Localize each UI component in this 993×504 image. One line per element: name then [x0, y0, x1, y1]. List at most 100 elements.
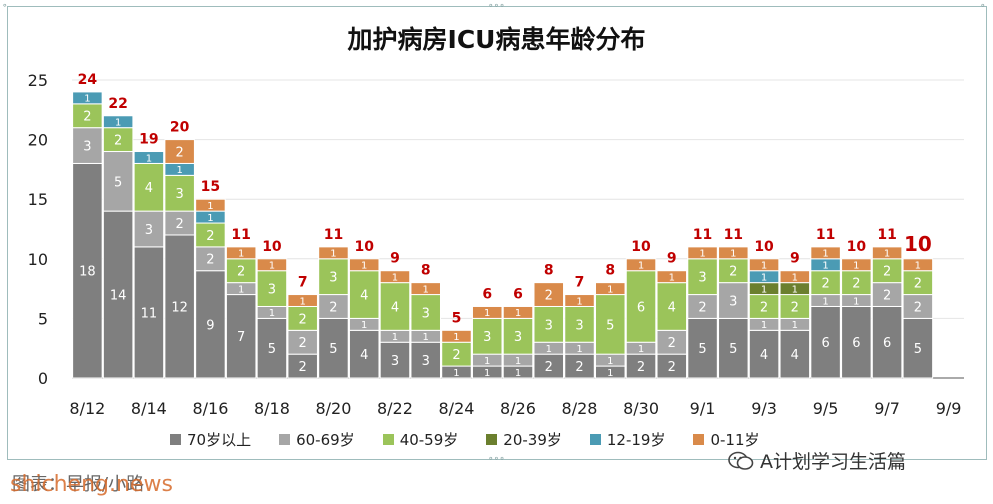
bar-segment — [841, 305, 872, 379]
y-tick-label: 10 — [28, 250, 48, 269]
total-label: 9 — [667, 251, 677, 267]
bar-segment — [133, 210, 165, 248]
total-label: 11 — [231, 227, 250, 243]
bar-segment — [348, 258, 380, 272]
bar-segment — [502, 317, 534, 355]
y-tick-label: 25 — [28, 71, 48, 90]
data-label: 3 — [391, 354, 399, 369]
data-label: 1 — [453, 368, 459, 379]
total-label: 11 — [724, 227, 743, 243]
legend-item: 20-39岁 — [486, 429, 562, 450]
total-label: 9 — [790, 251, 800, 267]
bar-segment — [72, 162, 103, 379]
data-label: 2 — [883, 289, 891, 304]
x-tick-label: 8/30 — [623, 399, 659, 418]
data-label: 1 — [238, 249, 244, 260]
data-label: 1 — [515, 368, 521, 379]
x-tick-label: 8/28 — [562, 399, 598, 418]
total-label: 11 — [877, 227, 896, 243]
x-tick-label: 9/3 — [751, 399, 777, 418]
total-label: 10 — [754, 239, 774, 255]
legend-item: 0-11岁 — [693, 429, 760, 450]
data-label: 1 — [176, 165, 182, 176]
bar-segment — [533, 305, 565, 343]
bar-segment — [471, 317, 503, 355]
data-label: 1 — [761, 320, 767, 331]
y-tick-label: 5 — [38, 309, 48, 328]
bar-segment — [871, 305, 903, 379]
data-label: 5 — [329, 342, 337, 357]
bar-segment — [164, 234, 195, 379]
data-label: 1 — [392, 332, 398, 343]
total-label: 10 — [904, 232, 932, 256]
data-label: 4 — [360, 289, 368, 304]
bar-segment — [72, 91, 103, 105]
x-tick-label: 8/12 — [69, 399, 105, 418]
bar-segment — [102, 210, 134, 379]
bar-segment — [72, 127, 103, 164]
bar-segment — [779, 270, 811, 284]
chart-frame — [7, 6, 987, 460]
bar-segment — [748, 258, 780, 272]
bar-segment — [810, 305, 841, 379]
total-label: 20 — [170, 120, 190, 136]
bar-segment — [318, 246, 349, 260]
data-label: 1 — [146, 153, 152, 164]
total-label: 7 — [298, 275, 308, 291]
data-label: 4 — [760, 348, 768, 363]
legend-label: 12-19岁 — [606, 430, 666, 449]
data-label: 1 — [207, 201, 213, 212]
bar-segment — [656, 282, 688, 331]
data-label: 2 — [299, 336, 307, 351]
data-label: 6 — [637, 300, 645, 315]
legend-swatch — [589, 433, 601, 445]
data-label: 1 — [392, 272, 398, 283]
data-label: 1 — [792, 272, 798, 283]
data-label: 2 — [206, 253, 214, 268]
x-tick-label: 8/20 — [315, 399, 351, 418]
data-label: 2 — [852, 277, 860, 292]
total-label: 24 — [78, 72, 98, 88]
data-label: 1 — [269, 261, 275, 272]
data-label: 1 — [761, 284, 767, 295]
data-label: 1 — [423, 284, 429, 295]
data-label: 1 — [853, 296, 859, 307]
data-label: 2 — [176, 145, 184, 160]
bar-segment — [195, 198, 226, 212]
data-label: 9 — [206, 318, 214, 333]
bar-segment — [625, 270, 657, 343]
total-label: 11 — [324, 227, 343, 243]
data-label: 1 — [423, 332, 429, 343]
bar-segment — [656, 270, 688, 284]
data-label: 1 — [484, 368, 490, 379]
bar-segment — [810, 246, 841, 260]
data-label: 3 — [176, 187, 184, 202]
data-label: 4 — [145, 181, 153, 196]
bar-segment — [133, 246, 165, 379]
legend: 70岁以上 60-69岁 40-59岁 20-39岁 12-19岁 0-11岁 — [170, 428, 870, 450]
data-label: 1 — [669, 272, 675, 283]
data-label: 1 — [330, 249, 336, 260]
data-label: 1 — [484, 308, 490, 319]
total-label: 10 — [262, 239, 282, 255]
data-label: 1 — [699, 249, 705, 260]
bar-segment — [871, 246, 903, 260]
legend-swatch — [382, 433, 394, 445]
data-label: 1 — [576, 344, 582, 355]
data-label: 1 — [207, 213, 213, 224]
data-label: 1 — [730, 249, 736, 260]
chart-credit: 图表：早报/小路 — [12, 474, 145, 495]
data-label: 3 — [422, 354, 430, 369]
data-label: 2 — [575, 360, 583, 375]
bar-segment — [256, 270, 288, 307]
data-label: 2 — [545, 360, 553, 375]
legend-label: 0-11岁 — [710, 430, 760, 449]
frame-handle: ∘∘∘ — [488, 1, 505, 11]
data-label: 2 — [299, 312, 307, 327]
legend-label: 70岁以上 — [187, 430, 252, 449]
data-label: 1 — [607, 368, 613, 379]
legend-label: 20-39岁 — [503, 430, 562, 449]
total-label: 10 — [631, 239, 651, 255]
brand-name: A计划学习生活篇 — [760, 451, 906, 473]
bar-segment — [318, 317, 349, 379]
